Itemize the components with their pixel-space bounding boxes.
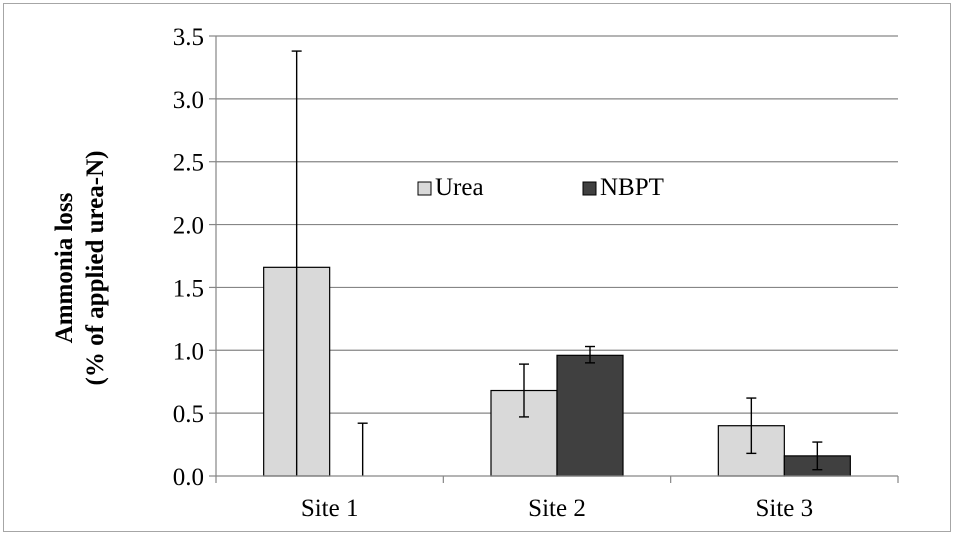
axes (209, 35, 899, 483)
y-tick-label: 3.0 (173, 87, 204, 114)
y-axis-title: Ammonia loss (% of applied urea-N) (51, 151, 109, 386)
legend: Urea NBPT (417, 174, 664, 201)
y-tick-label: 0.5 (173, 401, 204, 428)
y-axis-title-line-2: (% of applied urea-N) (82, 151, 109, 386)
x-tick-label: Site 1 (301, 495, 359, 522)
legend-label-urea: Urea (435, 174, 484, 201)
y-tick-label: 3.5 (173, 24, 204, 51)
y-tick-labels: 0.0 0.5 1.0 1.5 2.0 2.5 3.0 3.5 (173, 24, 204, 491)
bar-nbpt (556, 354, 624, 477)
y-axis-title-line-1: Ammonia loss (51, 192, 78, 343)
error-bars (291, 50, 823, 476)
y-tick-label: 1.5 (173, 275, 204, 302)
chart-frame (3, 3, 951, 532)
legend-swatch-nbpt (582, 181, 597, 196)
x-tick-labels: Site 1 Site 2 Site 3 (301, 495, 813, 522)
y-tick-label: 1.0 (173, 338, 204, 365)
y-tick-label: 2.0 (173, 213, 204, 240)
x-tick-label: Site 3 (756, 495, 814, 522)
legend-swatch-urea (417, 181, 432, 196)
y-tick-label: 0.0 (173, 464, 204, 491)
legend-label-nbpt: NBPT (600, 174, 664, 201)
y-tick-label: 2.5 (173, 150, 204, 177)
x-tick-label: Site 2 (528, 495, 586, 522)
bars (263, 266, 851, 477)
